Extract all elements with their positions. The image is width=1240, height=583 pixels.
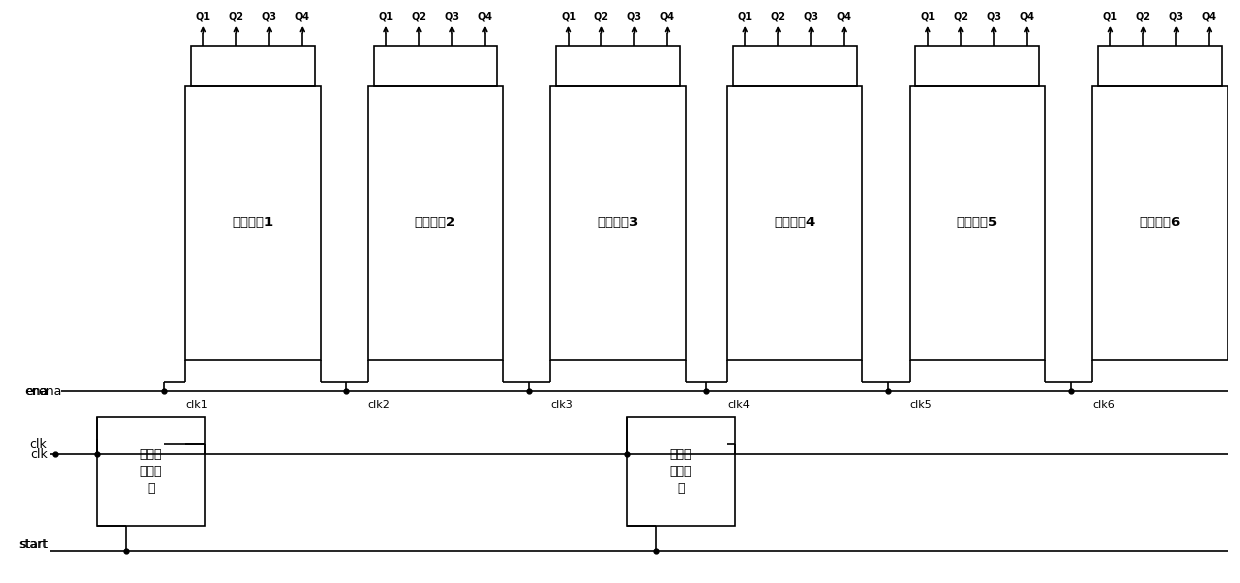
Bar — [727, 86, 863, 360]
Text: Q4: Q4 — [477, 11, 492, 21]
Bar — [733, 46, 857, 86]
Text: Q2: Q2 — [771, 11, 786, 21]
Text: clk2: clk2 — [368, 400, 391, 410]
Text: Q2: Q2 — [412, 11, 427, 21]
Bar — [368, 86, 503, 360]
Bar — [1099, 46, 1221, 86]
Text: Q3: Q3 — [444, 11, 459, 21]
Text: Q1: Q1 — [560, 11, 577, 21]
Text: Q3: Q3 — [262, 11, 277, 21]
Text: clk1: clk1 — [185, 400, 208, 410]
Text: clk: clk — [30, 438, 47, 451]
Text: Q2: Q2 — [229, 11, 244, 21]
Bar — [1092, 86, 1228, 360]
Text: Q4: Q4 — [660, 11, 675, 21]
Text: Q2: Q2 — [954, 11, 968, 21]
Text: clk6: clk6 — [1092, 400, 1115, 410]
Text: clk3: clk3 — [551, 400, 573, 410]
Text: Q1: Q1 — [920, 11, 935, 21]
Text: Q4: Q4 — [1202, 11, 1216, 21]
Bar — [97, 417, 205, 526]
Text: Q4: Q4 — [837, 11, 852, 21]
Text: 密码电路2: 密码电路2 — [415, 216, 456, 230]
Bar — [915, 46, 1039, 86]
Text: Q2: Q2 — [594, 11, 609, 21]
Text: ena: ena — [38, 385, 62, 398]
Text: Q3: Q3 — [627, 11, 642, 21]
Text: 密码电路6: 密码电路6 — [1140, 216, 1180, 230]
Bar — [627, 417, 735, 526]
Bar — [909, 86, 1045, 360]
Text: 密码电路5: 密码电路5 — [957, 216, 998, 230]
Bar — [185, 86, 320, 360]
Text: 密码电路1: 密码电路1 — [232, 216, 273, 230]
Text: start: start — [19, 539, 47, 552]
Text: ena: ena — [25, 385, 48, 398]
Text: clk: clk — [31, 448, 48, 461]
Bar — [551, 86, 686, 360]
Text: Q1: Q1 — [738, 11, 753, 21]
Text: clk4: clk4 — [727, 400, 750, 410]
Text: Q2: Q2 — [1136, 11, 1151, 21]
Bar — [373, 46, 497, 86]
Text: 第一锁
相环电
路: 第一锁 相环电 路 — [140, 448, 162, 495]
Text: Q3: Q3 — [1169, 11, 1184, 21]
Text: start: start — [20, 539, 48, 552]
Bar — [556, 46, 680, 86]
Text: Q3: Q3 — [986, 11, 1001, 21]
Text: Q1: Q1 — [1102, 11, 1118, 21]
Text: Q3: Q3 — [804, 11, 818, 21]
Text: Q4: Q4 — [1019, 11, 1034, 21]
Text: Q1: Q1 — [378, 11, 393, 21]
Bar — [191, 46, 315, 86]
Text: 密码电路3: 密码电路3 — [598, 216, 639, 230]
Text: Q1: Q1 — [196, 11, 211, 21]
Text: 密码电路4: 密码电路4 — [774, 216, 816, 230]
Text: Q4: Q4 — [295, 11, 310, 21]
Text: clk5: clk5 — [909, 400, 932, 410]
Text: 第二锁
相环电
路: 第二锁 相环电 路 — [670, 448, 692, 495]
Text: ena: ena — [24, 385, 47, 398]
